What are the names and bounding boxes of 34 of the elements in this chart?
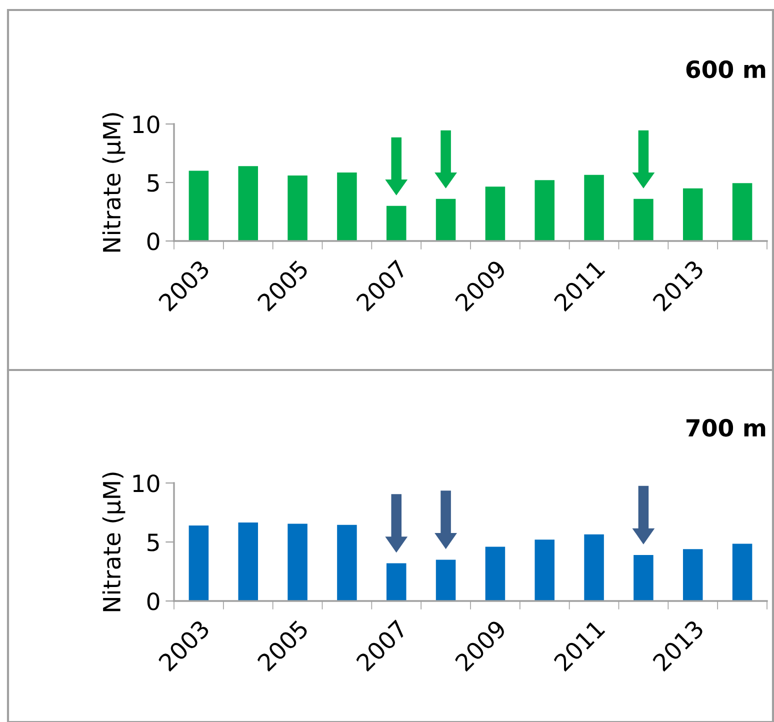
y-tick-label: 0: [147, 592, 160, 610]
bar: [534, 180, 555, 241]
bar: [732, 544, 752, 601]
bar: [337, 172, 357, 241]
y-tick-label: 5: [148, 174, 159, 192]
bar: [682, 188, 703, 241]
bar: [584, 174, 604, 241]
bar: [238, 522, 258, 601]
y-axis-title: Nitrate (µM): [102, 472, 126, 612]
bar: [682, 549, 703, 601]
bar: [485, 546, 506, 601]
bar: [485, 186, 506, 241]
bar: [534, 540, 555, 601]
bar: [634, 554, 654, 601]
y-tick-label: 0: [147, 232, 160, 250]
y-axis-title: Nitrate (µM): [102, 113, 126, 252]
y-tick-label: 10: [133, 474, 160, 492]
bar: [584, 534, 604, 601]
chart-title: 600 m: [686, 60, 766, 78]
bar: [188, 170, 209, 241]
bar: [288, 524, 308, 601]
bar: [436, 560, 456, 601]
bar: [386, 206, 406, 241]
bar: [238, 166, 258, 241]
bar: [188, 525, 209, 601]
y-tick-label: 10: [133, 115, 160, 134]
bar: [732, 183, 752, 241]
bar: [386, 563, 406, 601]
chart-title: 700 m: [686, 418, 766, 437]
bar: [337, 524, 357, 601]
bar: [288, 175, 308, 241]
y-tick-label: 5: [148, 534, 159, 552]
bar: [436, 198, 456, 241]
bar: [634, 198, 654, 241]
